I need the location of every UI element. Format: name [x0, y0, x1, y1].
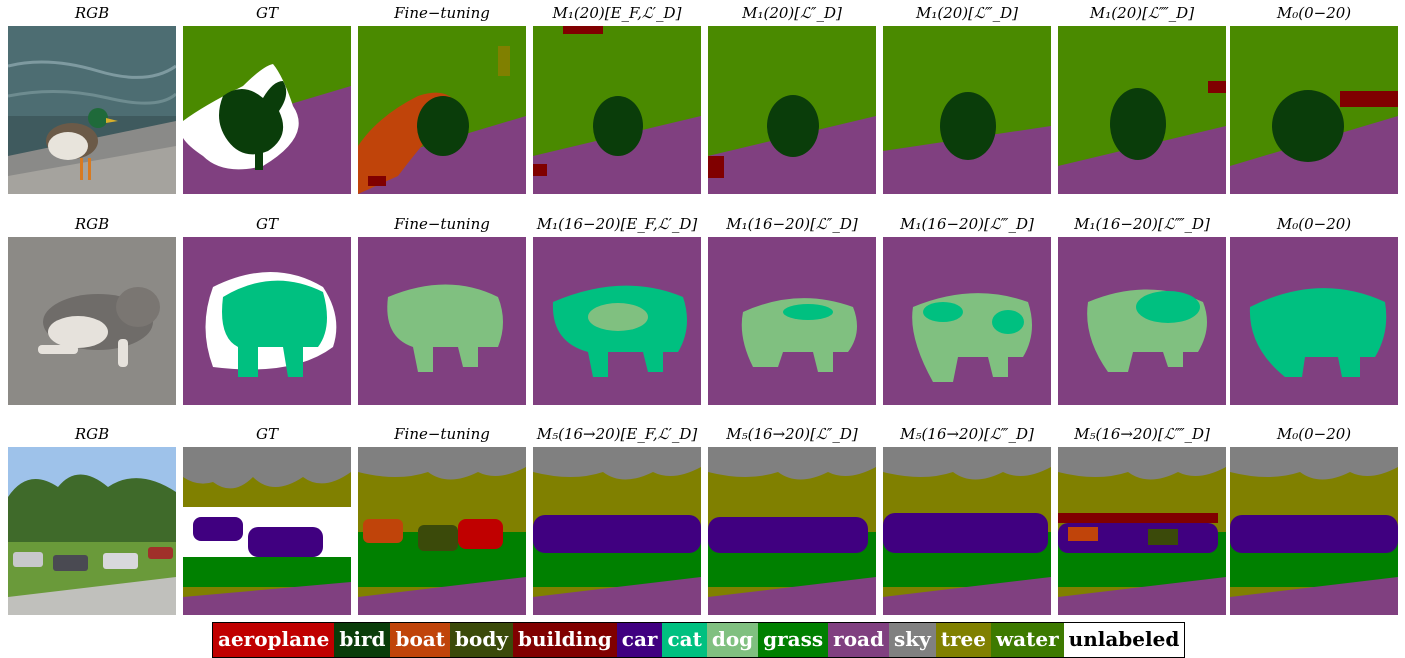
cell-rgb: RGB — [8, 421, 176, 615]
caption: M₀(0−20) — [1276, 425, 1352, 443]
legend-cat: cat — [662, 623, 707, 657]
cell-m0: M₀(0−20) — [1230, 421, 1398, 615]
caption: Fine−tuning — [394, 4, 490, 22]
cell-m1-d2: M₁(16−20)[ℒ″_D] — [708, 211, 876, 405]
cell-finetune: Fine−tuning — [358, 421, 526, 615]
row-cat: RGB GT Fine−tuning — [8, 211, 1398, 411]
caption: Fine−tuning — [394, 215, 490, 233]
row-cars: RGB GT — [8, 421, 1398, 621]
cell-m1-ef: M₁(20)[E_F,ℒ′_D] — [533, 0, 701, 194]
cell-m0: M₀(0−20) — [1230, 211, 1398, 405]
rgb-photo-duck — [8, 26, 176, 194]
segmentation-m1-d2 — [708, 237, 876, 405]
caption: M₅(16→20)[ℒ″_D] — [726, 425, 858, 443]
segmentation-m5-d3 — [883, 447, 1051, 615]
caption: M₅(16→20)[E_F,ℒ′_D] — [536, 425, 698, 443]
segmentation-m1-ef — [533, 26, 701, 194]
segmentation-m1-d3 — [883, 237, 1051, 405]
class-legend: aeroplane bird boat body building car ca… — [212, 622, 1186, 658]
segmentation-m1-d2 — [708, 26, 876, 194]
legend-body: body — [450, 623, 513, 657]
caption: M₅(16→20)[ℒ‴_D] — [900, 425, 1034, 443]
rgb-photo-cat — [8, 237, 176, 405]
segmentation-m5-ef — [533, 447, 701, 615]
caption: M₅(16→20)[ℒ⁗_D] — [1074, 425, 1210, 443]
cell-m5-ef: M₅(16→20)[E_F,ℒ′_D] — [533, 421, 701, 615]
legend-grass: grass — [758, 623, 829, 657]
segmentation-gt — [183, 447, 351, 615]
caption: M₁(16−20)[ℒ‴_D] — [900, 215, 1034, 233]
legend-dog: dog — [706, 623, 759, 657]
rgb-photo-cars — [8, 447, 176, 615]
legend-sky: sky — [888, 623, 936, 657]
caption: RGB — [74, 215, 110, 233]
caption: M₀(0−20) — [1276, 4, 1352, 22]
segmentation-m0 — [1230, 237, 1398, 405]
caption: M₁(20)[ℒ‴_D] — [916, 4, 1018, 22]
caption: GT — [256, 425, 278, 443]
caption: M₁(16−20)[E_F,ℒ′_D] — [536, 215, 698, 233]
cell-finetune: Fine−tuning — [358, 0, 526, 194]
cell-gt: GT — [183, 211, 351, 405]
legend-building: building — [512, 623, 617, 657]
segmentation-finetune — [358, 447, 526, 615]
caption: RGB — [74, 425, 110, 443]
legend-car: car — [616, 623, 663, 657]
segmentation-m1-d4 — [1058, 237, 1226, 405]
caption: Fine−tuning — [394, 425, 490, 443]
caption: RGB — [74, 4, 110, 22]
legend-tree: tree — [935, 623, 991, 657]
segmentation-m5-d2 — [708, 447, 876, 615]
cell-m1-d4: M₁(16−20)[ℒ⁗_D] — [1058, 211, 1226, 405]
segmentation-m1-d4 — [1058, 26, 1226, 194]
legend-bird: bird — [334, 623, 391, 657]
caption: M₀(0−20) — [1276, 215, 1352, 233]
cell-rgb: RGB — [8, 211, 176, 405]
segmentation-gt — [183, 237, 351, 405]
segmentation-m0 — [1230, 26, 1398, 194]
cell-m1-d3: M₁(16−20)[ℒ‴_D] — [883, 211, 1051, 405]
segmentation-finetune — [358, 237, 526, 405]
cell-m5-d3: M₅(16→20)[ℒ‴_D] — [883, 421, 1051, 615]
caption: M₁(20)[E_F,ℒ′_D] — [552, 4, 682, 22]
cell-m5-d2: M₅(16→20)[ℒ″_D] — [708, 421, 876, 615]
segmentation-m1-ef — [533, 237, 701, 405]
segmentation-finetune — [358, 26, 526, 194]
caption: M₁(20)[ℒ⁗_D] — [1089, 4, 1195, 22]
cell-m1-d2: M₁(20)[ℒ″_D] — [708, 0, 876, 194]
cell-gt: GT — [183, 0, 351, 194]
cell-m1-d4: M₁(20)[ℒ⁗_D] — [1058, 0, 1226, 194]
caption: GT — [256, 4, 278, 22]
cell-m1-ef: M₁(16−20)[E_F,ℒ′_D] — [533, 211, 701, 405]
cell-rgb: RGB — [8, 0, 176, 194]
legend-water: water — [990, 623, 1064, 657]
cell-m1-d3: M₁(20)[ℒ‴_D] — [883, 0, 1051, 194]
caption: M₁(16−20)[ℒ⁗_D] — [1074, 215, 1210, 233]
caption: M₁(20)[ℒ″_D] — [742, 4, 842, 22]
cell-finetune: Fine−tuning — [358, 211, 526, 405]
row-duck: RGB GT — [8, 0, 1398, 200]
caption: M₁(16−20)[ℒ″_D] — [726, 215, 858, 233]
legend-boat: boat — [390, 623, 451, 657]
caption: GT — [256, 215, 278, 233]
segmentation-m1-d3 — [883, 26, 1051, 194]
legend-aeroplane: aeroplane — [213, 623, 335, 657]
segmentation-m5-d4 — [1058, 447, 1226, 615]
legend-road: road — [828, 623, 889, 657]
cell-m5-d4: M₅(16→20)[ℒ⁗_D] — [1058, 421, 1226, 615]
segmentation-m0 — [1230, 447, 1398, 615]
segmentation-gt — [183, 26, 351, 194]
cell-gt: GT — [183, 421, 351, 615]
cell-m0: M₀(0−20) — [1230, 0, 1398, 194]
legend-unlabeled: unlabeled — [1063, 623, 1185, 657]
